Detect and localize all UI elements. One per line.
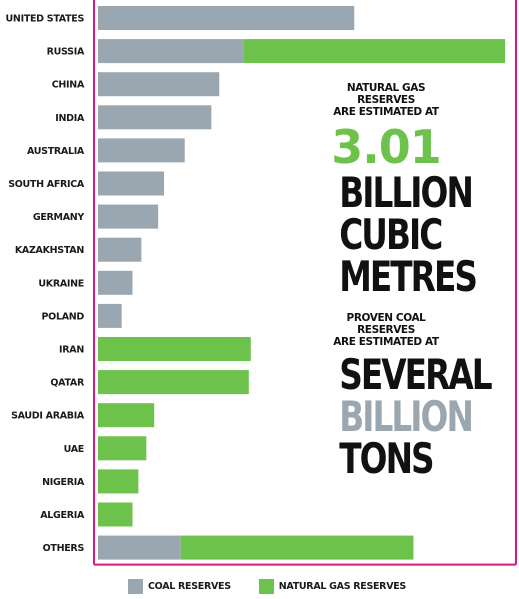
legend-item-gas: NATURAL GAS RESERVES xyxy=(258,579,407,594)
bar-coal-kazakhstan xyxy=(98,237,142,262)
category-label: INDIA xyxy=(55,113,85,124)
gas-word-cubic: CUBIC xyxy=(339,210,443,260)
bar-gas-algeria xyxy=(98,502,133,527)
legend-label-coal: COAL RESERVES xyxy=(148,581,231,592)
category-label: UKRAINE xyxy=(38,278,84,289)
bar-gas-iran xyxy=(98,337,251,361)
category-label: GERMANY xyxy=(33,212,85,223)
bar-gas-qatar xyxy=(98,370,249,395)
category-label: POLAND xyxy=(42,311,85,322)
category-label: QATAR xyxy=(50,378,85,389)
category-label: IRAN xyxy=(59,345,84,356)
gas-caption-line2: ARE ESTIMATED AT xyxy=(333,106,439,119)
category-label: KAZAKHSTAN xyxy=(15,245,85,256)
bar-gas-nigeria xyxy=(98,469,139,494)
bar-gas-uae xyxy=(98,436,147,461)
legend-label-gas: NATURAL GAS RESERVES xyxy=(278,581,407,592)
gas-word-metres: METRES xyxy=(339,252,478,302)
category-label: RUSSIA xyxy=(47,47,85,58)
category-labels: UNITED STATES RUSSIA CHINA INDIA AUSTRALIA SO… xyxy=(6,14,86,555)
bar-coal-china xyxy=(98,72,220,97)
coal-word-several: SEVERAL xyxy=(339,350,492,400)
category-label: ALGERIA xyxy=(40,510,85,521)
gas-caption-line1: NATURAL GAS RESERVES xyxy=(346,82,426,107)
coal-caption-line2: ARE ESTIMATED AT xyxy=(333,336,439,349)
bar-gas-others xyxy=(180,535,414,560)
bar-coal-others xyxy=(98,535,181,560)
bar-coal-ukraine xyxy=(98,270,133,295)
category-label: SAUDI ARABIA xyxy=(11,411,85,422)
bar-gas-saudi-arabia xyxy=(98,403,155,428)
bar-gas-russia xyxy=(243,39,506,64)
bar-coal-germany xyxy=(98,204,159,229)
gas-value: 3.01 xyxy=(331,120,442,175)
bar-coal-india xyxy=(98,105,212,130)
legend-swatch-gas xyxy=(258,579,274,594)
bar-coal-poland xyxy=(98,303,122,328)
bars-group xyxy=(98,6,506,560)
bar-coal-russia xyxy=(98,39,244,64)
category-label: OTHERS xyxy=(43,543,85,554)
coal-caption-line1: PROVEN COAL RESERVES xyxy=(346,312,426,337)
legend-swatch-coal xyxy=(128,579,143,594)
coal-word-tons: TONS xyxy=(339,434,434,484)
bar-coal-united-states xyxy=(98,6,355,30)
gas-word-billion: BILLION xyxy=(339,168,474,218)
category-label: CHINA xyxy=(52,80,85,91)
chart-legend: COAL RESERVES NATURAL GAS RESERVES xyxy=(128,579,434,594)
info-panel: NATURAL GAS RESERVES ARE ESTIMATED AT 3.… xyxy=(326,82,492,484)
category-label: AUSTRALIA xyxy=(27,146,85,157)
category-label: SOUTH AFRICA xyxy=(8,179,85,190)
category-label: NIGERIA xyxy=(42,477,85,488)
bar-coal-south-africa xyxy=(98,171,165,196)
legend-item-coal: COAL RESERVES xyxy=(128,579,231,594)
bar-coal-australia xyxy=(98,138,185,163)
category-label: UNITED STATES xyxy=(6,14,85,25)
coal-word-billion: BILLION xyxy=(339,392,474,442)
category-label: UAE xyxy=(64,444,84,455)
